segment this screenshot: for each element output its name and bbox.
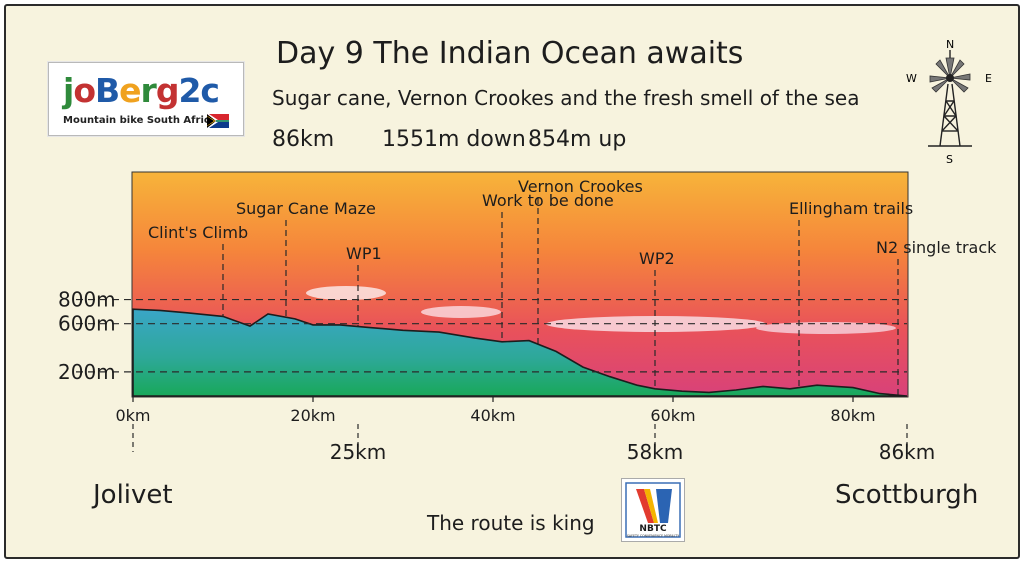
annotation-label: Ellingham trails bbox=[789, 199, 913, 218]
distance-stat: 86km bbox=[272, 127, 335, 152]
annotation-label: WP2 bbox=[639, 249, 675, 268]
annotation-label: Vernon Crookes bbox=[518, 177, 643, 196]
route-tagline: The route is king bbox=[427, 511, 595, 535]
x-tick-label: 20km bbox=[290, 406, 335, 425]
route-profile-card: joBerg2c Mountain bike South Africa Day … bbox=[4, 4, 1020, 559]
windmill-compass-icon: N E S W bbox=[906, 38, 992, 166]
ascent-stat: 854m up bbox=[528, 127, 627, 152]
marker-km-label: 58km bbox=[627, 440, 684, 464]
compass-s: S bbox=[946, 153, 953, 166]
page-title: Day 9 The Indian Ocean awaits bbox=[276, 36, 744, 71]
compass-e: E bbox=[985, 72, 992, 85]
marker-place-label: Scottburgh bbox=[835, 480, 978, 510]
marker-km-label: 86km bbox=[879, 440, 936, 464]
logo-subtitle: Mountain bike South Africa bbox=[63, 115, 217, 126]
annotation-label: WP1 bbox=[346, 244, 382, 263]
x-tick-label: 40km bbox=[470, 406, 515, 425]
page-subtitle: Sugar cane, Vernon Crookes and the fresh… bbox=[272, 86, 860, 110]
x-tick-label: 80km bbox=[830, 406, 875, 425]
annotation-label: Work to be done bbox=[482, 191, 614, 210]
logo-wordmark: joBerg2c bbox=[63, 71, 220, 110]
compass-n: N bbox=[946, 38, 954, 51]
marker-place-label: Jolivet bbox=[91, 480, 173, 510]
nbtc-sponsor-logo: NBTC SAFETY CONVENIENCE MOBILITY bbox=[621, 478, 685, 542]
sponsor-sub: SAFETY CONVENIENCE MOBILITY bbox=[627, 534, 679, 538]
sponsor-name: NBTC bbox=[639, 524, 667, 534]
annotation-label: Sugar Cane Maze bbox=[236, 199, 376, 218]
y-tick-label: 200m bbox=[58, 360, 116, 384]
y-tick-label: 600m bbox=[58, 312, 116, 336]
marker-km-label: 25km bbox=[330, 440, 387, 464]
south-africa-flag-icon bbox=[207, 114, 229, 128]
x-tick-label: 0km bbox=[115, 406, 150, 425]
descent-stat: 1551m down bbox=[382, 127, 526, 152]
x-tick-label: 60km bbox=[650, 406, 695, 425]
joberg2c-logo: joBerg2c Mountain bike South Africa bbox=[48, 62, 244, 136]
compass-w: W bbox=[906, 72, 917, 85]
y-tick-label: 800m bbox=[58, 288, 116, 312]
annotation-label: Clint's Climb bbox=[148, 223, 248, 242]
annotation-label: N2 single track bbox=[876, 238, 997, 257]
elevation-area bbox=[132, 308, 908, 397]
